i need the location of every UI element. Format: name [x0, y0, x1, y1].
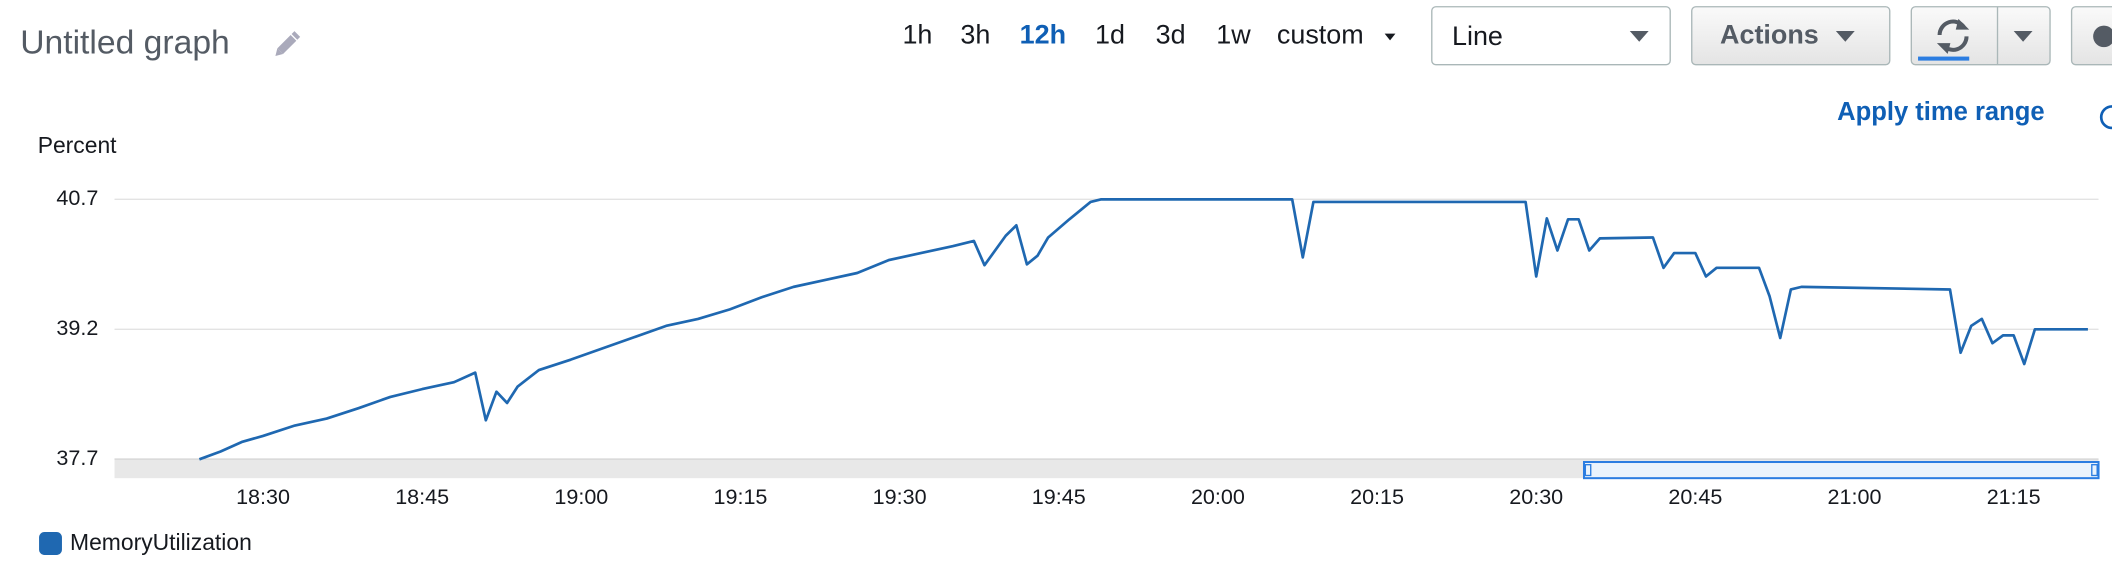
time-range[interactable]: custom [1277, 19, 1364, 49]
time-range[interactable]: 1h [902, 19, 932, 49]
x-tick-label: 20:00 [1191, 484, 1245, 509]
refresh-button[interactable] [1910, 6, 2051, 66]
caret [2013, 30, 2033, 42]
x-tick-label: 19:15 [714, 484, 768, 509]
time-range[interactable]: 1d [1095, 19, 1125, 49]
x-tick-label: 19:00 [554, 484, 608, 509]
button-box[interactable] [1910, 6, 2051, 66]
x-tick-label: 20:45 [1668, 484, 1722, 509]
select-box[interactable] [1431, 6, 1671, 66]
x-tick-label: 20:30 [1509, 484, 1563, 509]
y-tick-label: 40.7 [56, 185, 98, 210]
y-tick-label: 39.2 [56, 315, 98, 340]
y-axis-label: Percent [38, 132, 117, 158]
refresh-icon-arrow [1955, 18, 1970, 30]
refresh-icon-arrow [1936, 43, 1951, 54]
caret [1835, 30, 1855, 42]
x-tick-label: 18:45 [395, 484, 449, 509]
plot: 37.7 39.2 40.7 18:30 18:45 19:00 19:15 19:30 19:… [56, 185, 2100, 509]
data-line [198, 198, 2088, 461]
legend-swatch[interactable] [39, 532, 62, 555]
y-tick-label: 37.7 [56, 445, 98, 470]
more-button[interactable] [2070, 6, 2112, 66]
range-handle [2091, 464, 2098, 477]
x-tick-label: 19:45 [1032, 484, 1086, 509]
x-tick-label: 21:15 [1987, 484, 2041, 509]
time-range-group: 1h 3h 12h 1d 3d 1w custom [902, 19, 1396, 49]
actions-button[interactable]: Actions [1691, 6, 1891, 66]
caret [1384, 33, 1396, 41]
zoom-icon[interactable] [2099, 105, 2112, 130]
time-range[interactable]: 1w [1216, 19, 1251, 49]
graph-title[interactable]: Untitled graph [20, 24, 230, 61]
legend-label[interactable]: MemoryUtilization [70, 529, 252, 555]
x-tick-label: 21:00 [1828, 484, 1882, 509]
view-select[interactable]: Line [1431, 6, 1671, 66]
refresh-progress [1918, 56, 1970, 61]
more-icon [2093, 25, 2112, 48]
button-label: Actions [1720, 19, 1819, 49]
time-range[interactable]: 3h [960, 19, 990, 49]
time-range[interactable]: 12h [1020, 19, 1066, 49]
time-range[interactable]: 3d [1156, 19, 1186, 49]
apply-time-range[interactable]: Apply time range [1837, 98, 2045, 126]
button-box[interactable] [1691, 6, 1891, 66]
x-tick-label: 20:15 [1350, 484, 1404, 509]
x-tick-label: 18:30 [236, 484, 290, 509]
caret [1629, 30, 1649, 42]
range-selection [1582, 460, 2100, 480]
select-value: Line [1452, 21, 1503, 51]
edit-icon[interactable] [273, 31, 301, 59]
range-handle [1584, 464, 1592, 477]
x-tick-label: 19:30 [873, 484, 927, 509]
